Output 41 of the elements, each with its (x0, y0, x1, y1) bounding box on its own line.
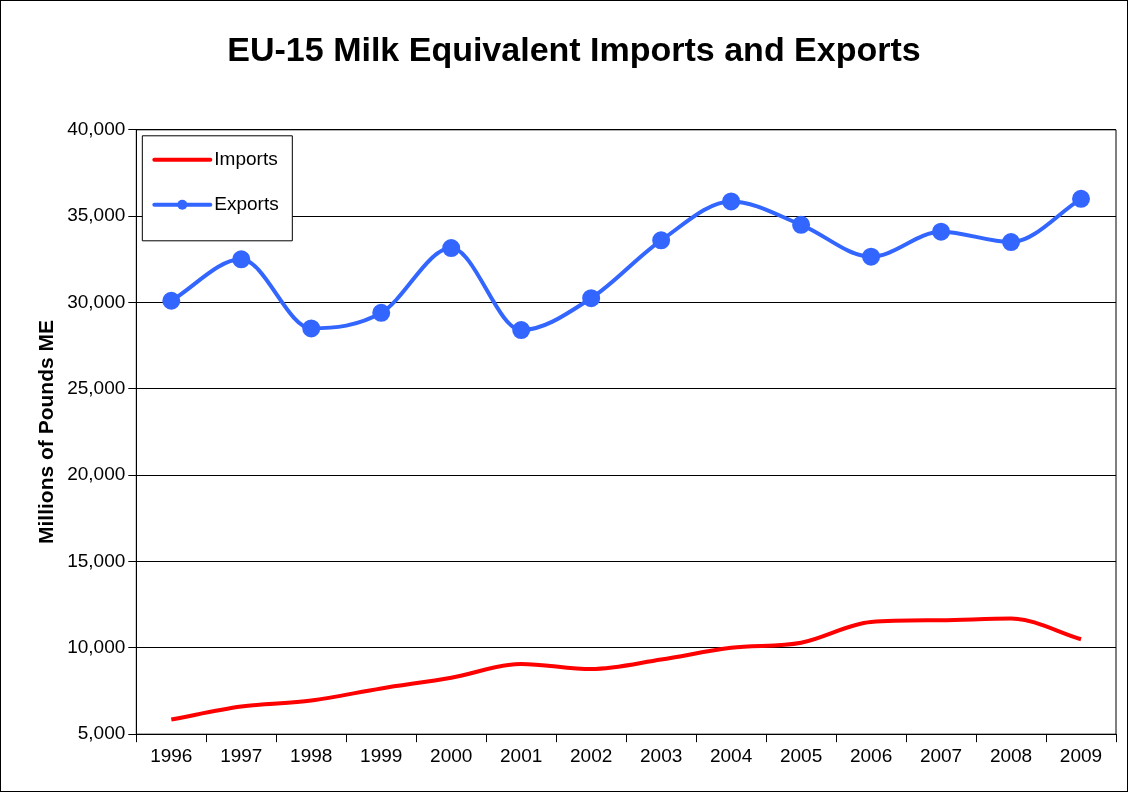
point (302, 319, 321, 338)
x-tick-label: 2002 (570, 744, 613, 766)
x-tick-label: 2008 (989, 744, 1033, 766)
y-tick-label: 25,000 (67, 377, 126, 399)
point (512, 321, 531, 340)
y-tick-label: 30,000 (67, 290, 126, 312)
point (862, 247, 881, 266)
point (1002, 233, 1021, 252)
line-series (169, 616, 1084, 722)
x-tick-label: 1998 (290, 744, 333, 766)
x-tick-label: 1996 (150, 744, 193, 766)
y-tick-label: 10,000 (67, 636, 126, 658)
point (652, 231, 671, 250)
x-tick-label: 2003 (640, 744, 683, 766)
point (722, 192, 741, 211)
point (1072, 189, 1091, 208)
y-axis-title: Millions of Pounds ME (34, 320, 58, 544)
point (442, 239, 461, 258)
y-tick-label: 5,000 (77, 722, 126, 744)
point (372, 303, 391, 322)
point (932, 222, 951, 241)
y-tick-label: 35,000 (67, 204, 126, 226)
point (582, 289, 601, 308)
legend-label: Exports (214, 193, 279, 215)
point (162, 291, 181, 310)
x-tick-label: 2005 (779, 744, 823, 766)
x-tick-label: 2004 (709, 744, 753, 766)
x-tick-label: 1997 (220, 744, 263, 766)
point (232, 250, 251, 269)
legend-label: Imports (214, 148, 278, 170)
x-tick-label: 2007 (919, 744, 963, 766)
y-tick-label: 15,000 (67, 549, 126, 571)
x-tick-label: 2006 (849, 744, 893, 766)
x-tick-label: 1999 (360, 744, 403, 766)
y-tick-label: 40,000 (67, 118, 126, 140)
y-tick-label: 20,000 (67, 463, 126, 485)
x-tick-label: 2000 (430, 744, 473, 766)
point (792, 215, 811, 234)
x-tick-label: 2009 (1059, 744, 1103, 766)
chart-title: EU-15 Milk Equivalent Imports and Exports (227, 29, 921, 68)
x-tick-label: 2001 (500, 744, 543, 766)
